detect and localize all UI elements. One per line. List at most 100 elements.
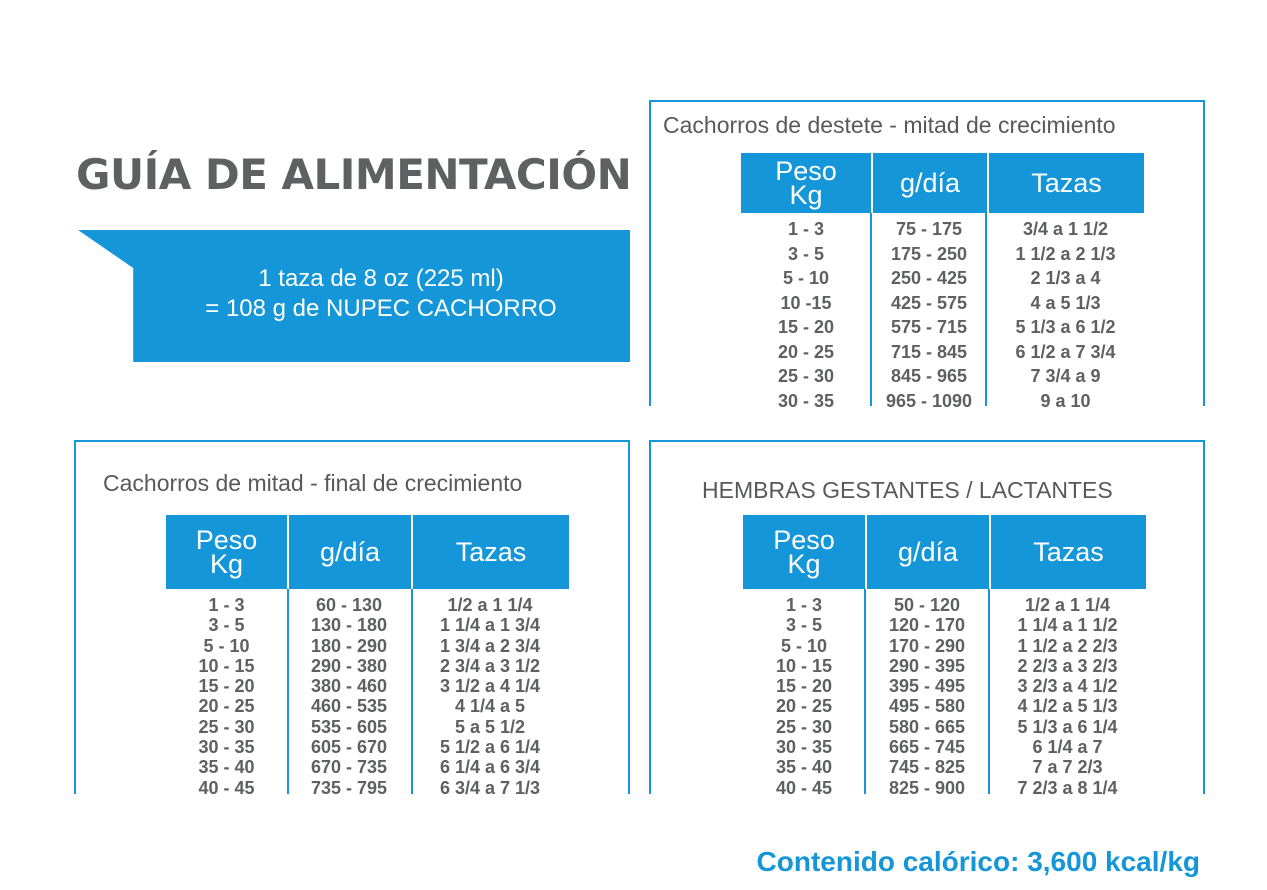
cell-tazas: 6 3/4 a 7 1/3: [439, 777, 541, 798]
cell-tazas: 3 2/3 a 4 1/2: [1017, 676, 1118, 697]
cell-tazas: 7 2/3 a 8 1/4: [1017, 777, 1118, 798]
cell-peso: 25 - 30: [777, 366, 835, 386]
table-row: 30 - 35 665 - 745 6 1/4 a 7: [743, 737, 1146, 757]
table-title-destete: Cachorros de destete - mitad de crecimie…: [663, 112, 1116, 138]
cell-gdia: 670 - 735: [310, 757, 388, 778]
cell-tazas: 1/2 a 1 1/4: [447, 595, 533, 615]
cell-peso: 3 - 5: [787, 243, 825, 264]
header-gdia: g/día: [865, 515, 989, 589]
table-row: 25 - 30 580 - 665 5 1/3 a 6 1/4: [743, 717, 1146, 737]
cell-gdia: 495 - 580: [888, 696, 966, 717]
cell-peso: 20 - 25: [777, 341, 835, 362]
cell-peso: 15 - 20: [777, 317, 835, 337]
cell-tazas: 1 1/4 a 1 1/2: [1017, 615, 1118, 636]
table-body-hembras: 1 - 3 50 - 120 1/2 a 1 1/4 3 - 5 120 - 170 1 …: [743, 595, 1146, 798]
cell-tazas: 4 1/2 a 5 1/3: [1017, 696, 1118, 717]
table-row: 20 - 25 715 - 845 6 1/2 a 7 3/4: [741, 340, 1144, 365]
table-row: 5 - 10 180 - 290 1 3/4 a 2 3/4: [166, 636, 569, 656]
caloric-content: Contenido calórico: 3,600 kcal/kg: [756, 846, 1200, 877]
cell-peso: 5 - 10: [203, 635, 250, 656]
column-divider: [864, 589, 866, 794]
cell-tazas: 6 1/4 a 7: [1032, 737, 1103, 758]
table-row: 10 - 15 290 - 395 2 2/3 a 3 2/3: [743, 656, 1146, 676]
cell-gdia: 460 - 535: [310, 696, 388, 717]
cell-tazas: 7 a 7 2/3: [1032, 757, 1103, 778]
cell-tazas: 2 1/3 a 4: [1030, 268, 1101, 288]
cell-peso: 10 - 15: [775, 655, 833, 676]
table-row: 3 - 5 175 - 250 1 1/2 a 2 1/3: [741, 242, 1144, 267]
cell-tazas: 1 1/2 a 2 2/3: [1017, 635, 1118, 656]
cell-peso: 30 - 35: [775, 737, 833, 758]
cell-gdia: 735 - 795: [310, 777, 388, 798]
cell-gdia: 665 - 745: [888, 737, 966, 758]
cell-peso: 10 -15: [780, 292, 832, 313]
cell-gdia: 170 - 290: [888, 635, 966, 656]
cell-gdia: 290 - 395: [888, 655, 966, 676]
cell-peso: 40 - 45: [775, 777, 833, 798]
cell-tazas: 1 1/2 a 2 1/3: [1015, 243, 1116, 264]
cell-gdia: 380 - 460: [310, 676, 388, 697]
cell-gdia: 120 - 170: [888, 615, 966, 636]
cell-gdia: 965 - 1090: [885, 390, 973, 411]
cell-gdia: 580 - 665: [888, 716, 966, 737]
cell-tazas: 1 3/4 a 2 3/4: [439, 635, 541, 656]
column-divider: [870, 213, 872, 406]
table-row: 40 - 45 825 - 900 7 2/3 a 8 1/4: [743, 778, 1146, 798]
cell-peso: 10 - 15: [198, 655, 255, 676]
cell-gdia: 250 - 425: [890, 268, 968, 288]
cell-gdia: 75 - 175: [895, 219, 963, 239]
cell-tazas: 5 a 5 1/2: [454, 716, 526, 737]
table-row: 3 - 5 130 - 180 1 1/4 a 1 3/4: [166, 615, 569, 635]
panel-destete: [649, 100, 1205, 406]
cell-gdia: 825 - 900: [888, 777, 966, 798]
cell-gdia: 60 - 130: [315, 595, 383, 615]
cell-peso: 15 - 20: [775, 676, 833, 697]
table-row: 20 - 25 495 - 580 4 1/2 a 5 1/3: [743, 696, 1146, 716]
column-divider: [985, 213, 987, 406]
cell-tazas: 1/2 a 1 1/4: [1024, 595, 1111, 615]
header-tazas: Tazas: [411, 515, 569, 589]
cell-peso: 35 - 40: [775, 757, 833, 778]
cell-gdia: 395 - 495: [888, 676, 966, 697]
table-row: 3 - 5 120 - 170 1 1/4 a 1 1/2: [743, 615, 1146, 635]
cell-gdia: 180 - 290: [310, 635, 388, 656]
cell-peso: 15 - 20: [198, 676, 255, 697]
cell-tazas: 2 3/4 a 3 1/2: [439, 655, 541, 676]
cell-peso: 5 - 10: [780, 635, 828, 656]
cell-tazas: 6 1/2 a 7 3/4: [1015, 341, 1116, 362]
cell-gdia: 715 - 845: [890, 341, 968, 362]
cell-tazas: 3/4 a 1 1/2: [1022, 219, 1109, 239]
panel-mitad-final: [74, 440, 630, 794]
table-title-hembras: HEMBRAS GESTANTES / LACTANTES: [702, 477, 1113, 503]
table-row: 20 - 25 460 - 535 4 1/4 a 5: [166, 696, 569, 716]
table-row: 10 -15 425 - 575 4 a 5 1/3: [741, 291, 1144, 316]
cell-peso: 30 - 35: [198, 737, 255, 758]
portion-banner: [78, 230, 630, 362]
header-peso: Peso Kg: [773, 525, 835, 579]
cell-peso: 30 - 35: [777, 390, 835, 411]
cell-peso: 20 - 25: [198, 696, 255, 717]
cell-peso: 1 - 3: [785, 595, 823, 615]
cell-gdia: 845 - 965: [890, 366, 968, 386]
cell-peso: 3 - 5: [208, 615, 245, 636]
header-peso: Peso Kg: [195, 525, 258, 579]
cell-gdia: 425 - 575: [890, 292, 968, 313]
page-title: GUÍA DE ALIMENTACIÓN: [76, 150, 632, 199]
cell-peso: 40 - 45: [198, 777, 255, 798]
cell-tazas: 5 1/2 a 6 1/4: [439, 737, 541, 758]
cell-peso: 3 - 5: [785, 615, 823, 636]
cell-gdia: 575 - 715: [890, 317, 968, 337]
header-gdia: g/día: [287, 515, 411, 589]
header-gdia: g/día: [871, 153, 987, 213]
table-body-mitad-final: 1 - 3 60 - 130 1/2 a 1 1/4 3 - 5 130 - 180 1 …: [166, 595, 569, 798]
table-row: 30 - 35 605 - 670 5 1/2 a 6 1/4: [166, 737, 569, 757]
banner-line-2: = 108 g de NUPEC CACHORRO: [205, 295, 557, 322]
cell-peso: 1 - 3: [787, 219, 825, 239]
table-row: 15 - 20 395 - 495 3 2/3 a 4 1/2: [743, 676, 1146, 696]
table-title-mitad-final: Cachorros de mitad - final de crecimient…: [103, 470, 523, 496]
cell-peso: 1 - 3: [208, 595, 245, 615]
header-peso: Peso Kg: [775, 156, 837, 210]
table-row: 10 - 15 290 - 380 2 3/4 a 3 1/2: [166, 656, 569, 676]
table-body-destete: 1 - 3 75 - 175 3/4 a 1 1/2 3 - 5 175 - 250 1 …: [741, 217, 1144, 413]
table-row: 5 - 10 170 - 290 1 1/2 a 2 2/3: [743, 636, 1146, 656]
